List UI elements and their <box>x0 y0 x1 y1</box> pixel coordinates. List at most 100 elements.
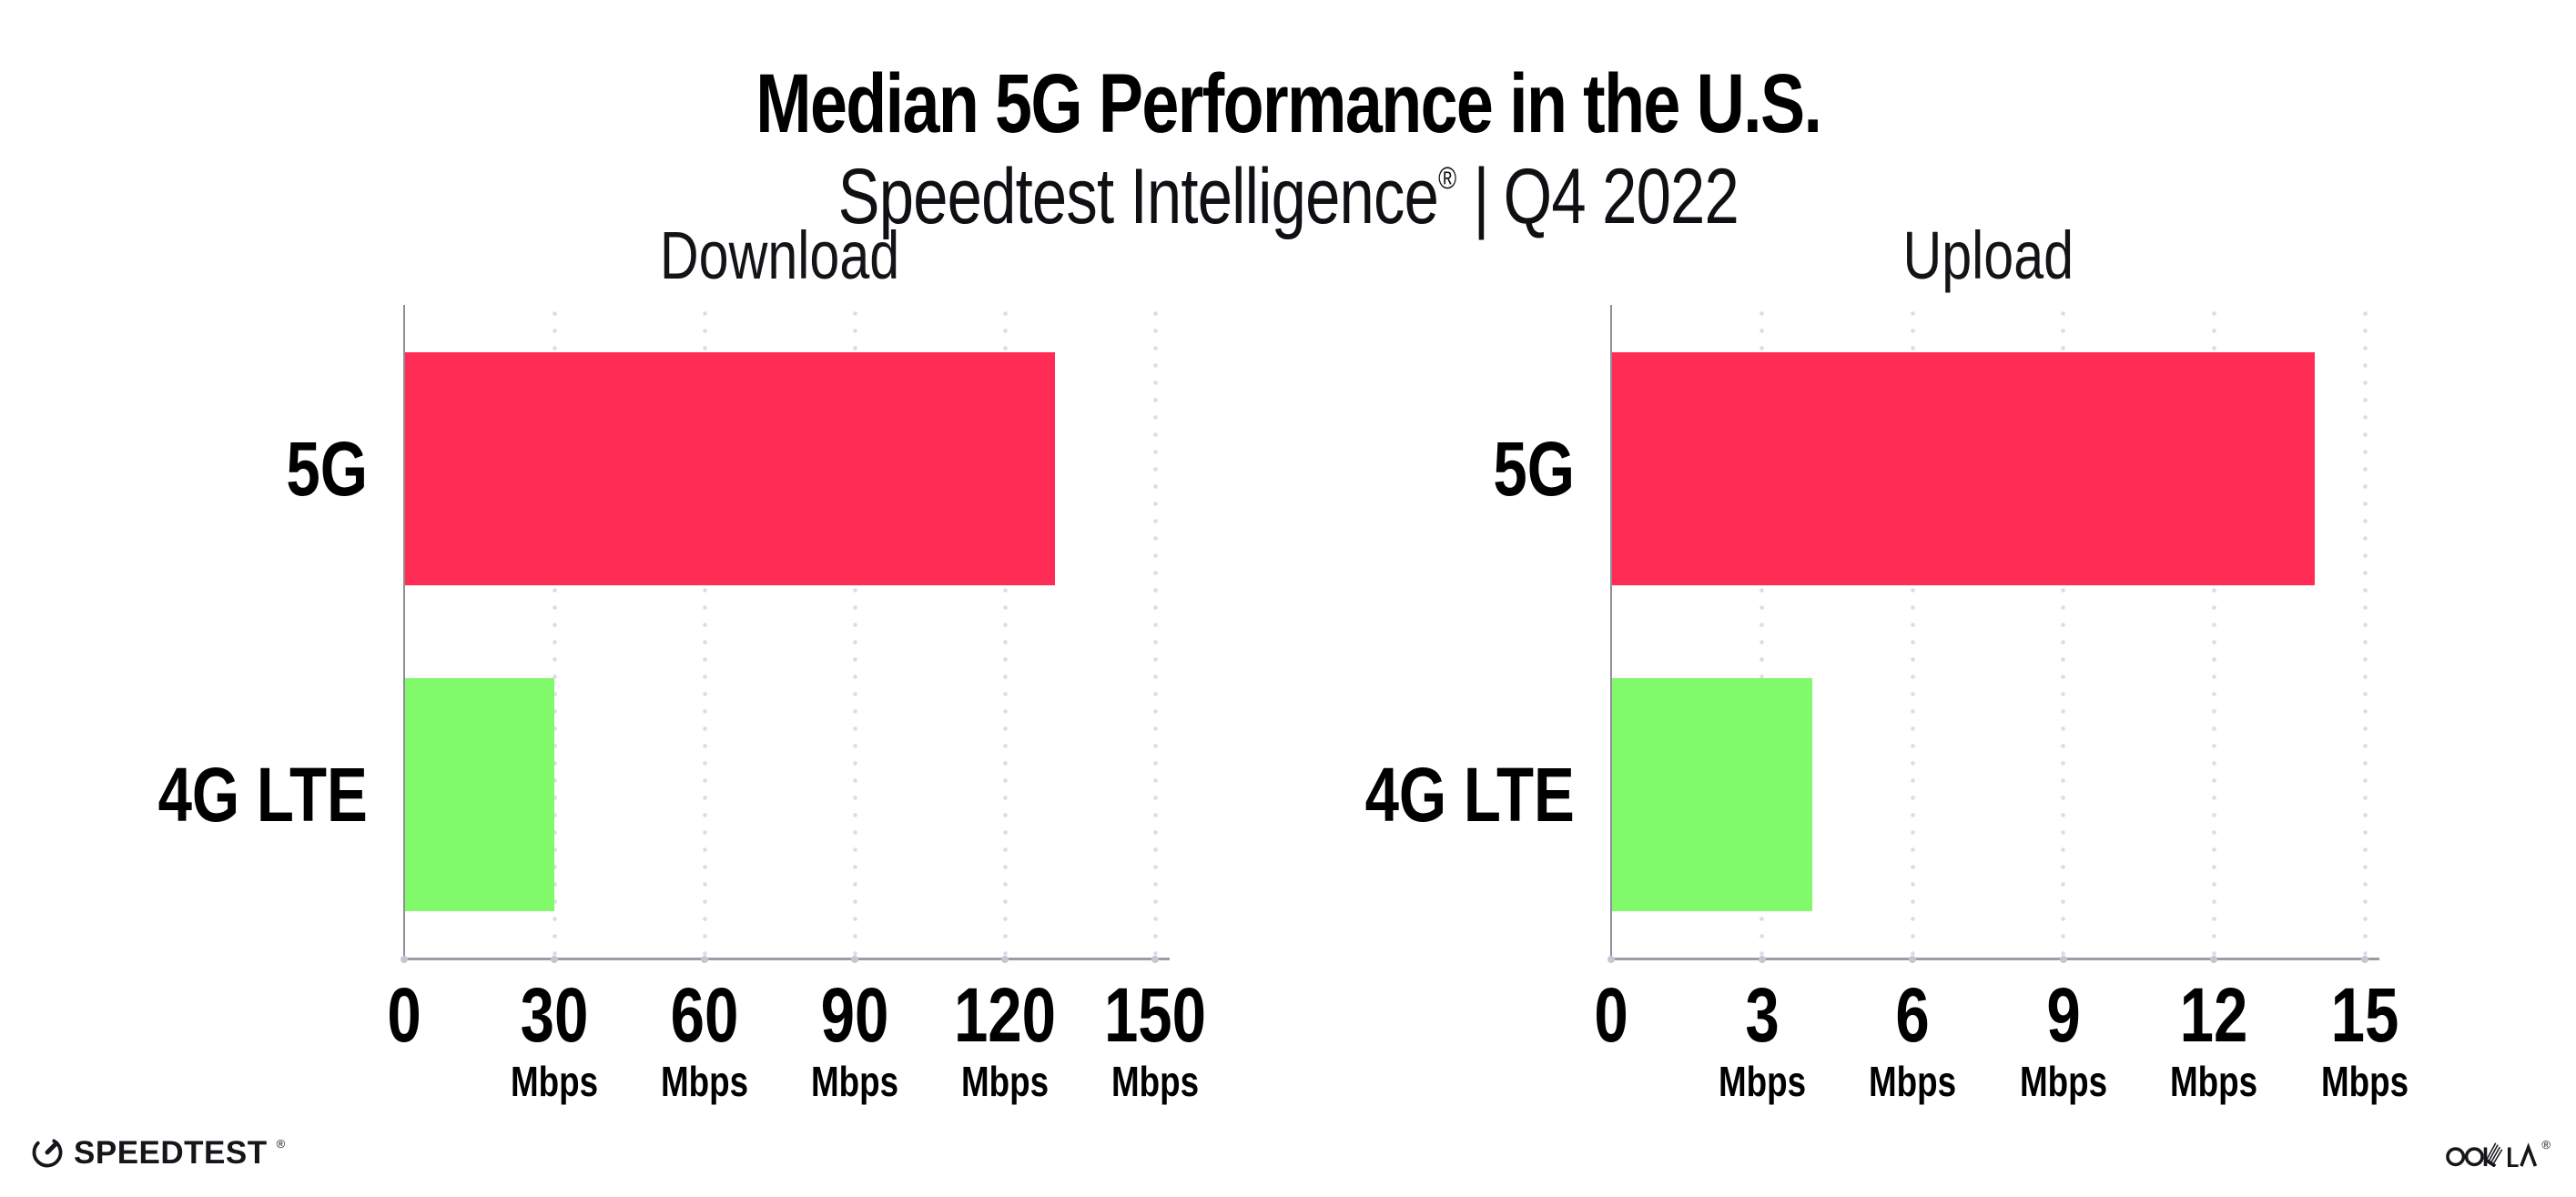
speedtest-gauge-icon <box>32 1139 63 1168</box>
category-label: 5G <box>1473 431 1575 507</box>
chart-title-upload: Upload <box>1611 222 2365 289</box>
speedtest-logo-text: SPEEDTEST <box>74 1134 268 1171</box>
ookla-wordmark-icon <box>2446 1142 2538 1167</box>
x-axis-line <box>401 958 1170 960</box>
tick-mark <box>1001 955 1009 963</box>
x-tick-label-text: 6 <box>1895 972 1930 1058</box>
plot-area-download: 5G 4G LTE 0 30 Mbps 60 Mbps 90 Mbps 120 Mbps 150 Mbp… <box>158 305 1206 1102</box>
tick-mark <box>401 955 408 963</box>
tick-mark <box>1909 955 1917 963</box>
x-tick-unit-text: Mbps <box>510 1058 599 1105</box>
tick-mark <box>701 955 708 963</box>
ookla-registered-icon: ® <box>2541 1138 2551 1151</box>
x-tick-unit: Mbps <box>650 1060 759 1102</box>
x-tick-unit-text: Mbps <box>2170 1058 2258 1105</box>
x-tick-label-text: 12 <box>2180 972 2248 1058</box>
page-subtitle: Speedtest Intelligence® | Q4 2022 <box>0 157 2576 236</box>
x-tick-label-text: 120 <box>953 972 1057 1058</box>
x-tick-label: 6 <box>1891 977 1934 1053</box>
bar-upload-4g-lte <box>1611 677 1812 911</box>
gridline <box>1152 305 1158 959</box>
x-tick-unit: Mbps <box>2159 1060 2268 1102</box>
subtitle-separator: | <box>1473 153 1489 241</box>
gridline <box>1002 305 1008 959</box>
plot-area-upload: 5G 4G LTE 0 3 Mbps 6 Mbps 9 Mbps 12 Mbps 15 Mbps <box>1365 305 2409 1102</box>
tick-mark <box>551 955 558 963</box>
x-tick-unit-text: Mbps <box>1718 1058 1806 1105</box>
x-tick-label: 0 <box>383 977 426 1053</box>
gridline <box>2061 305 2066 959</box>
y-axis-line <box>1610 305 1612 959</box>
gridline <box>552 305 557 959</box>
x-tick-label: 9 <box>2042 977 2084 1053</box>
x-tick-unit-text: Mbps <box>810 1058 899 1105</box>
category-label: 4G LTE <box>1313 756 1575 833</box>
page-title-text: Median 5G Performance in the U.S. <box>755 56 1822 150</box>
x-tick-label: 15 <box>2322 977 2407 1053</box>
gridline <box>702 305 707 959</box>
x-tick-unit-text: Mbps <box>2019 1058 2107 1105</box>
x-tick-label-text: 150 <box>1103 972 1207 1058</box>
tick-mark <box>1758 955 1766 963</box>
x-tick-label-text: 90 <box>820 972 889 1058</box>
x-tick-label-text: 0 <box>1594 972 1628 1058</box>
gridline <box>1910 305 1915 959</box>
x-tick-unit: Mbps <box>1858 1060 1967 1102</box>
x-tick-label-text: 3 <box>1744 972 1780 1058</box>
bar-upload-5g <box>1611 351 2315 585</box>
bar-download-4g-lte <box>404 677 554 911</box>
x-tick-label-text: 15 <box>2330 972 2399 1058</box>
subtitle-brand: Speedtest Intelligence <box>837 153 1438 241</box>
category-label: 4G LTE <box>106 756 368 833</box>
x-tick-label: 90 <box>812 977 897 1053</box>
registered-trademark-icon: ® <box>1437 161 1456 197</box>
bar-download-5g <box>404 351 1055 585</box>
chart-title-download: Download <box>404 222 1155 289</box>
ookla-logo: ® <box>2445 1138 2551 1167</box>
x-tick-unit: Mbps <box>950 1060 1060 1102</box>
tick-mark <box>2059 955 2067 963</box>
x-tick-unit: Mbps <box>1708 1060 1817 1102</box>
x-tick-unit-text: Mbps <box>1869 1058 1957 1105</box>
tick-mark <box>2361 955 2368 963</box>
chart-title-text: Download <box>659 218 900 293</box>
chart-title-text: Upload <box>1902 218 2074 293</box>
x-tick-unit: Mbps <box>1100 1060 1210 1102</box>
x-tick-label-text: 9 <box>2046 972 2081 1058</box>
tick-mark <box>2210 955 2218 963</box>
x-tick-unit-text: Mbps <box>660 1058 749 1105</box>
speedtest-logo: SPEEDTEST ® <box>30 1135 285 1170</box>
x-tick-label: 60 <box>662 977 746 1053</box>
x-tick-label: 0 <box>1590 977 1633 1053</box>
category-label-text: 5G <box>1493 425 1575 512</box>
x-tick-unit-text: Mbps <box>2320 1058 2409 1105</box>
page-title: Median 5G Performance in the U.S. <box>0 62 2576 146</box>
gridline <box>852 305 857 959</box>
tick-mark <box>1607 955 1615 963</box>
x-tick-unit: Mbps <box>2009 1060 2118 1102</box>
y-axis-line <box>403 305 405 959</box>
x-tick-label-text: 60 <box>670 972 739 1058</box>
tick-mark <box>1151 955 1159 963</box>
category-label-text: 4G LTE <box>157 751 368 837</box>
x-tick-unit: Mbps <box>500 1060 609 1102</box>
x-tick-label-text: 30 <box>520 972 589 1058</box>
x-tick-label: 3 <box>1740 977 1783 1053</box>
category-label-text: 5G <box>286 425 368 512</box>
x-tick-unit-text: Mbps <box>960 1058 1050 1105</box>
x-tick-unit: Mbps <box>800 1060 909 1102</box>
x-tick-label: 120 <box>941 977 1069 1053</box>
speedtest-registered-icon: ® <box>276 1137 286 1151</box>
gridline <box>2362 305 2368 959</box>
tick-mark <box>851 955 858 963</box>
gridline <box>2211 305 2216 959</box>
x-tick-label: 12 <box>2172 977 2257 1053</box>
subtitle-period: Q4 2022 <box>1503 153 1739 241</box>
x-tick-unit-text: Mbps <box>1111 1058 1200 1105</box>
category-label: 5G <box>266 431 368 507</box>
x-tick-label: 30 <box>512 977 596 1053</box>
gridline <box>1760 305 1765 959</box>
x-axis-line <box>1608 958 2379 960</box>
x-tick-unit: Mbps <box>2310 1060 2419 1102</box>
